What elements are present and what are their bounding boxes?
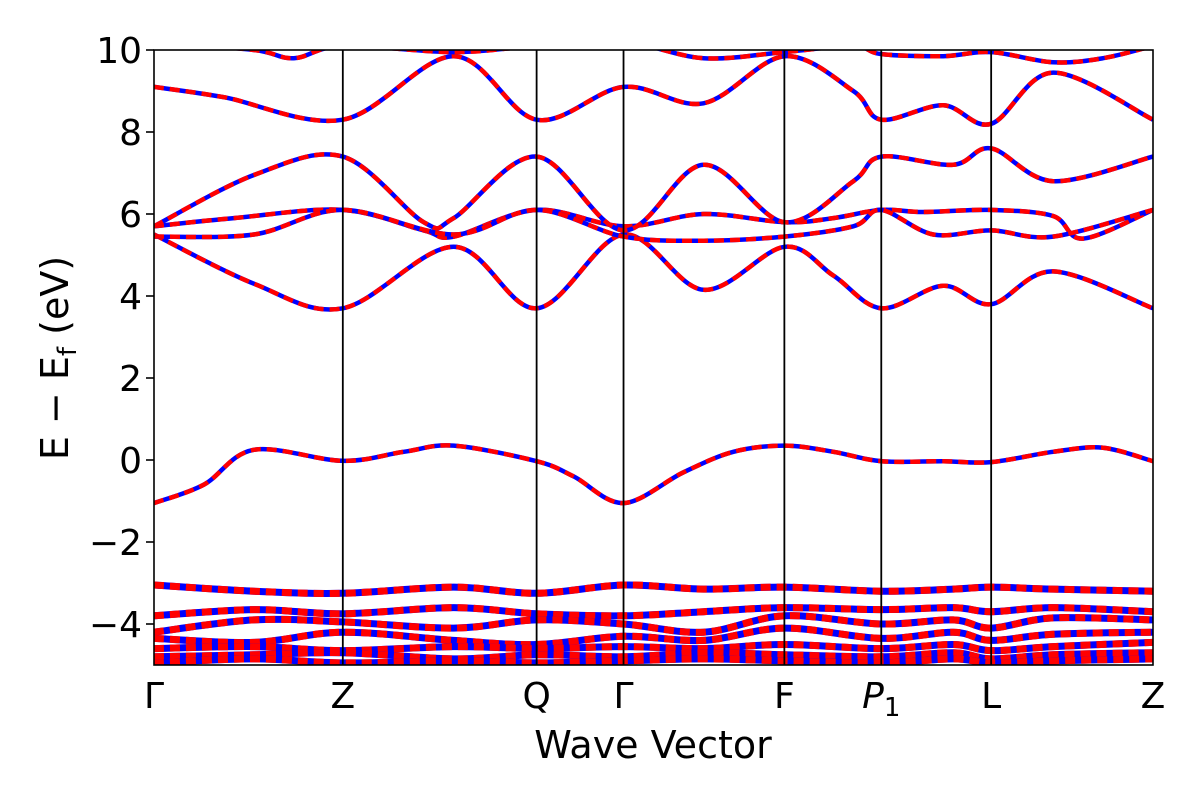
x-tick-label: F xyxy=(774,676,795,717)
y-tick-label: 0 xyxy=(119,441,142,482)
x-axis-label: Wave Vector xyxy=(534,723,772,767)
y-axis-label: E − Ef (eV) xyxy=(33,256,83,460)
y-axis-label-unit xyxy=(33,335,77,347)
kpoint-lines xyxy=(341,50,993,665)
y-axis-label-sub: f xyxy=(53,346,83,356)
y-tick-label: 8 xyxy=(119,113,142,154)
band-line-spin-up xyxy=(154,581,1153,597)
band-lines xyxy=(154,50,1153,665)
y-axis-label-unit-text: (eV) xyxy=(33,256,77,335)
x-tick-label: Γ xyxy=(613,676,633,717)
y-axis-label-main: E − E xyxy=(33,356,77,460)
y-tick-label: 4 xyxy=(119,277,142,318)
band-line-spin-up xyxy=(154,443,1153,506)
y-tick-label: 2 xyxy=(119,359,142,400)
band-line-spin-up xyxy=(154,232,1153,312)
y-tick-label: −2 xyxy=(89,523,142,564)
band-line-spin-up xyxy=(154,604,1153,620)
x-tick-label: Z xyxy=(330,676,355,717)
band-line-spin-up xyxy=(154,53,1153,127)
x-axis-ticks: Γ Z Q Γ F P1 L Z xyxy=(144,676,1165,723)
x-tick-label: Q xyxy=(522,676,550,717)
band-line-spin-up xyxy=(154,655,1153,665)
band-line-spin-up xyxy=(154,638,1153,655)
x-tick-label: P1 xyxy=(862,676,900,723)
x-tick-label: L xyxy=(981,676,1001,717)
y-axis-ticks: 10 8 6 4 2 0 −2 −4 xyxy=(89,31,154,646)
band-line-spin-up xyxy=(230,50,1147,65)
x-tick-label: Z xyxy=(1141,676,1166,717)
y-tick-label: 6 xyxy=(119,195,142,236)
band-line-spin-up xyxy=(154,624,1153,649)
band-line-spin-up xyxy=(154,146,1153,233)
y-tick-label: 10 xyxy=(96,31,142,72)
x-tick-label: Γ xyxy=(144,676,164,717)
plot-frame xyxy=(153,49,1154,666)
band-line-spin-up xyxy=(154,612,1153,636)
y-tick-label: −4 xyxy=(89,605,142,646)
